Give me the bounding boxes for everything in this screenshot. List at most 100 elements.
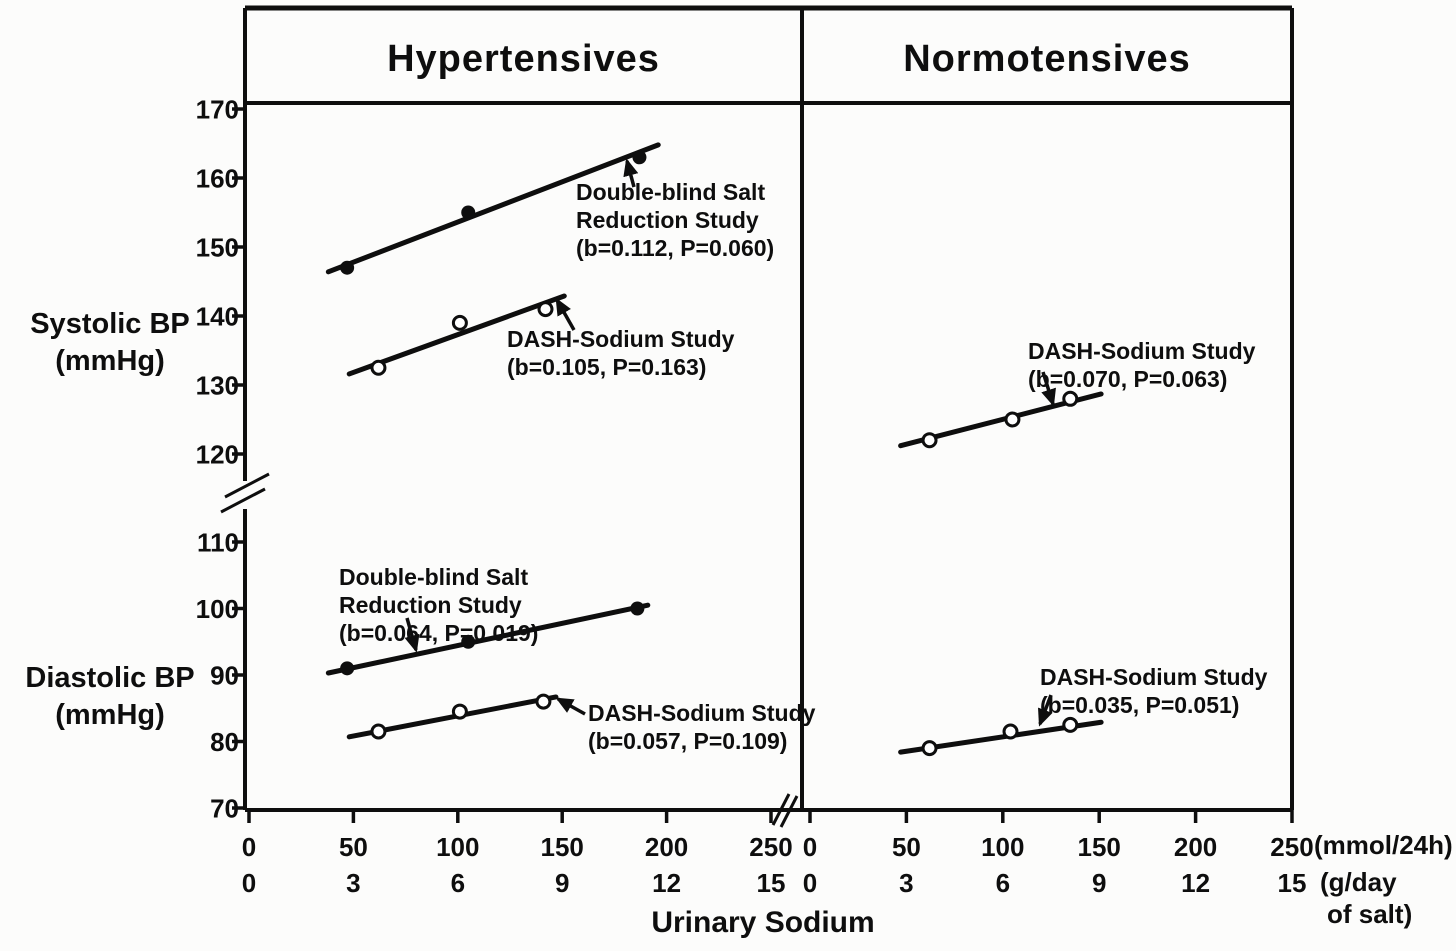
annotation-line: DASH-Sodium Study [1028, 338, 1256, 364]
systolic-axis-label-line1: Systolic BP [30, 308, 190, 340]
x-unit-ofsalt-label: of salt) [1327, 899, 1413, 929]
x-tick-label-mmol: 50 [892, 832, 921, 862]
annotation-line: DASH-Sodium Study [507, 326, 735, 352]
x-tick-label-gday: 15 [1278, 868, 1307, 898]
x-axis-break-slash [771, 793, 791, 826]
x-tick-label-mmol: 250 [749, 832, 792, 862]
annotation-line: (b=0.035, P=0.051) [1040, 692, 1240, 718]
data-point-open-circle [1002, 723, 1019, 740]
panel-title-hypertensives: Hypertensives [387, 38, 660, 80]
diastolic-axis-label-line1: Diastolic BP [25, 662, 195, 694]
x-tick-label-mmol: 50 [339, 832, 368, 862]
annotation-line: (b=0.112, P=0.060) [576, 235, 775, 261]
annotation-diastolic-dash-hypertensives: DASH-Sodium Study (b=0.057, P=0.109) [588, 699, 815, 755]
systolic-axis-label: Systolic BP (mmHg) [0, 306, 220, 380]
panel-title-normotensives: Normotensives [903, 38, 1191, 80]
y-tick-label: 150 [196, 233, 239, 263]
y-tick-label: 90 [210, 661, 239, 691]
data-point-filled-circle [340, 661, 355, 676]
arrow-diastolic-double-blind [404, 617, 420, 653]
arrow-systolic-double-blind [623, 158, 639, 188]
data-point-filled-circle [340, 260, 355, 275]
y-tick-label: 140 [196, 302, 239, 332]
y-axis-break-slash [224, 472, 270, 499]
x-tick-label-gday: 12 [1181, 868, 1210, 898]
data-point-open-circle [370, 723, 387, 740]
data-point-open-circle [1062, 716, 1079, 733]
y-tick-label: 130 [196, 371, 239, 401]
y-tick-label: 70 [210, 794, 239, 824]
data-point-open-circle [1062, 390, 1079, 407]
x-tick-label-gday: 15 [757, 868, 786, 898]
x-tick-label-mmol: 100 [436, 832, 479, 862]
annotation-line: (b=0.064, P=0.019) [339, 620, 539, 646]
annotation-diastolic-dash-normotensives: DASH-Sodium Study (b=0.035, P=0.051) [1040, 663, 1267, 719]
arrow-diastolic-dash-hypertensives [555, 697, 586, 716]
x-tick-label-mmol: 200 [645, 832, 688, 862]
data-point-open-circle [1004, 411, 1021, 428]
x-tick-label-gday: 12 [652, 868, 681, 898]
trend-line-hypertensives-systolic [325, 142, 661, 275]
x-axis-title: Urinary Sodium [651, 906, 875, 939]
x-tick-label-gday: 6 [451, 868, 465, 898]
y-tick-label: 120 [196, 440, 239, 470]
data-point-filled-circle [632, 150, 647, 165]
x-unit-mmol-label: (mmol/24h) [1314, 830, 1453, 860]
x-tick-label-mmol: 100 [981, 832, 1024, 862]
annotation-line: DASH-Sodium Study [588, 700, 816, 726]
y-tick-label: 160 [196, 164, 239, 194]
y-tick-label: 80 [210, 727, 239, 757]
annotation-systolic-double-blind: Double-blind Salt Reduction Study (b=0.1… [576, 178, 774, 262]
annotation-line: (b=0.105, P=0.163) [507, 354, 707, 380]
data-point-open-circle [921, 740, 938, 757]
x-tick-label-gday: 3 [346, 868, 360, 898]
arrow-systolic-dash-hypertensives [555, 297, 576, 331]
x-tick-label-gday: 3 [899, 868, 913, 898]
y-tick-label: 170 [196, 95, 239, 125]
systolic-axis-label-line2: (mmHg) [55, 345, 165, 377]
diastolic-axis-label-line2: (mmHg) [55, 699, 165, 731]
data-point-open-circle [370, 359, 387, 376]
arrow-systolic-dash-normotensives [1041, 371, 1056, 407]
x-tick-label-mmol: 0 [242, 832, 256, 862]
x-tick-label-gday: 0 [803, 868, 817, 898]
x-tick-label-mmol: 250 [1270, 832, 1313, 862]
annotation-systolic-dash-normotensives: DASH-Sodium Study (b=0.070, P=0.063) [1028, 337, 1255, 393]
x-unit-gday-label: (g/day [1320, 867, 1397, 897]
x-tick-label-mmol: 0 [803, 832, 817, 862]
trend-line-hypertensives-systolic [346, 293, 567, 377]
annotation-line: Reduction Study [339, 592, 522, 618]
x-tick-label-mmol: 200 [1174, 832, 1217, 862]
x-tick-label-gday: 9 [1092, 868, 1106, 898]
x-tick-label-mmol: 150 [1078, 832, 1121, 862]
x-tick-label-mmol: 150 [541, 832, 584, 862]
annotation-line: DASH-Sodium Study [1040, 664, 1268, 690]
trend-line-hypertensives-diastolic [325, 602, 651, 676]
arrow-diastolic-dash-normotensives [1038, 694, 1053, 727]
annotation-line: (b=0.070, P=0.063) [1028, 366, 1228, 392]
annotation-diastolic-double-blind: Double-blind Salt Reduction Study (b=0.0… [339, 563, 538, 647]
annotation-line: Double-blind Salt [576, 179, 766, 205]
annotation-line: (b=0.057, P=0.109) [588, 728, 788, 754]
data-point-filled-circle [630, 601, 645, 616]
x-tick-label-gday: 9 [555, 868, 569, 898]
y-tick-label: 110 [197, 528, 239, 558]
data-point-open-circle [921, 432, 938, 449]
data-point-open-circle [451, 314, 468, 331]
x-axis-break-slash [779, 795, 799, 828]
data-point-open-circle [535, 693, 552, 710]
y-tick-label: 100 [196, 594, 239, 624]
x-tick-label-gday: 6 [996, 868, 1010, 898]
annotation-line: Double-blind Salt [339, 564, 529, 590]
data-point-open-circle [537, 301, 554, 318]
annotation-systolic-dash-hypertensives: DASH-Sodium Study (b=0.105, P=0.163) [507, 325, 734, 381]
diastolic-axis-label: Diastolic BP (mmHg) [0, 660, 220, 734]
data-point-open-circle [451, 703, 468, 720]
y-axis-break-slash [220, 487, 266, 514]
data-point-filled-circle [461, 205, 476, 220]
data-point-filled-circle [461, 634, 476, 649]
annotation-line: Reduction Study [576, 207, 759, 233]
x-tick-label-gday: 0 [242, 868, 256, 898]
